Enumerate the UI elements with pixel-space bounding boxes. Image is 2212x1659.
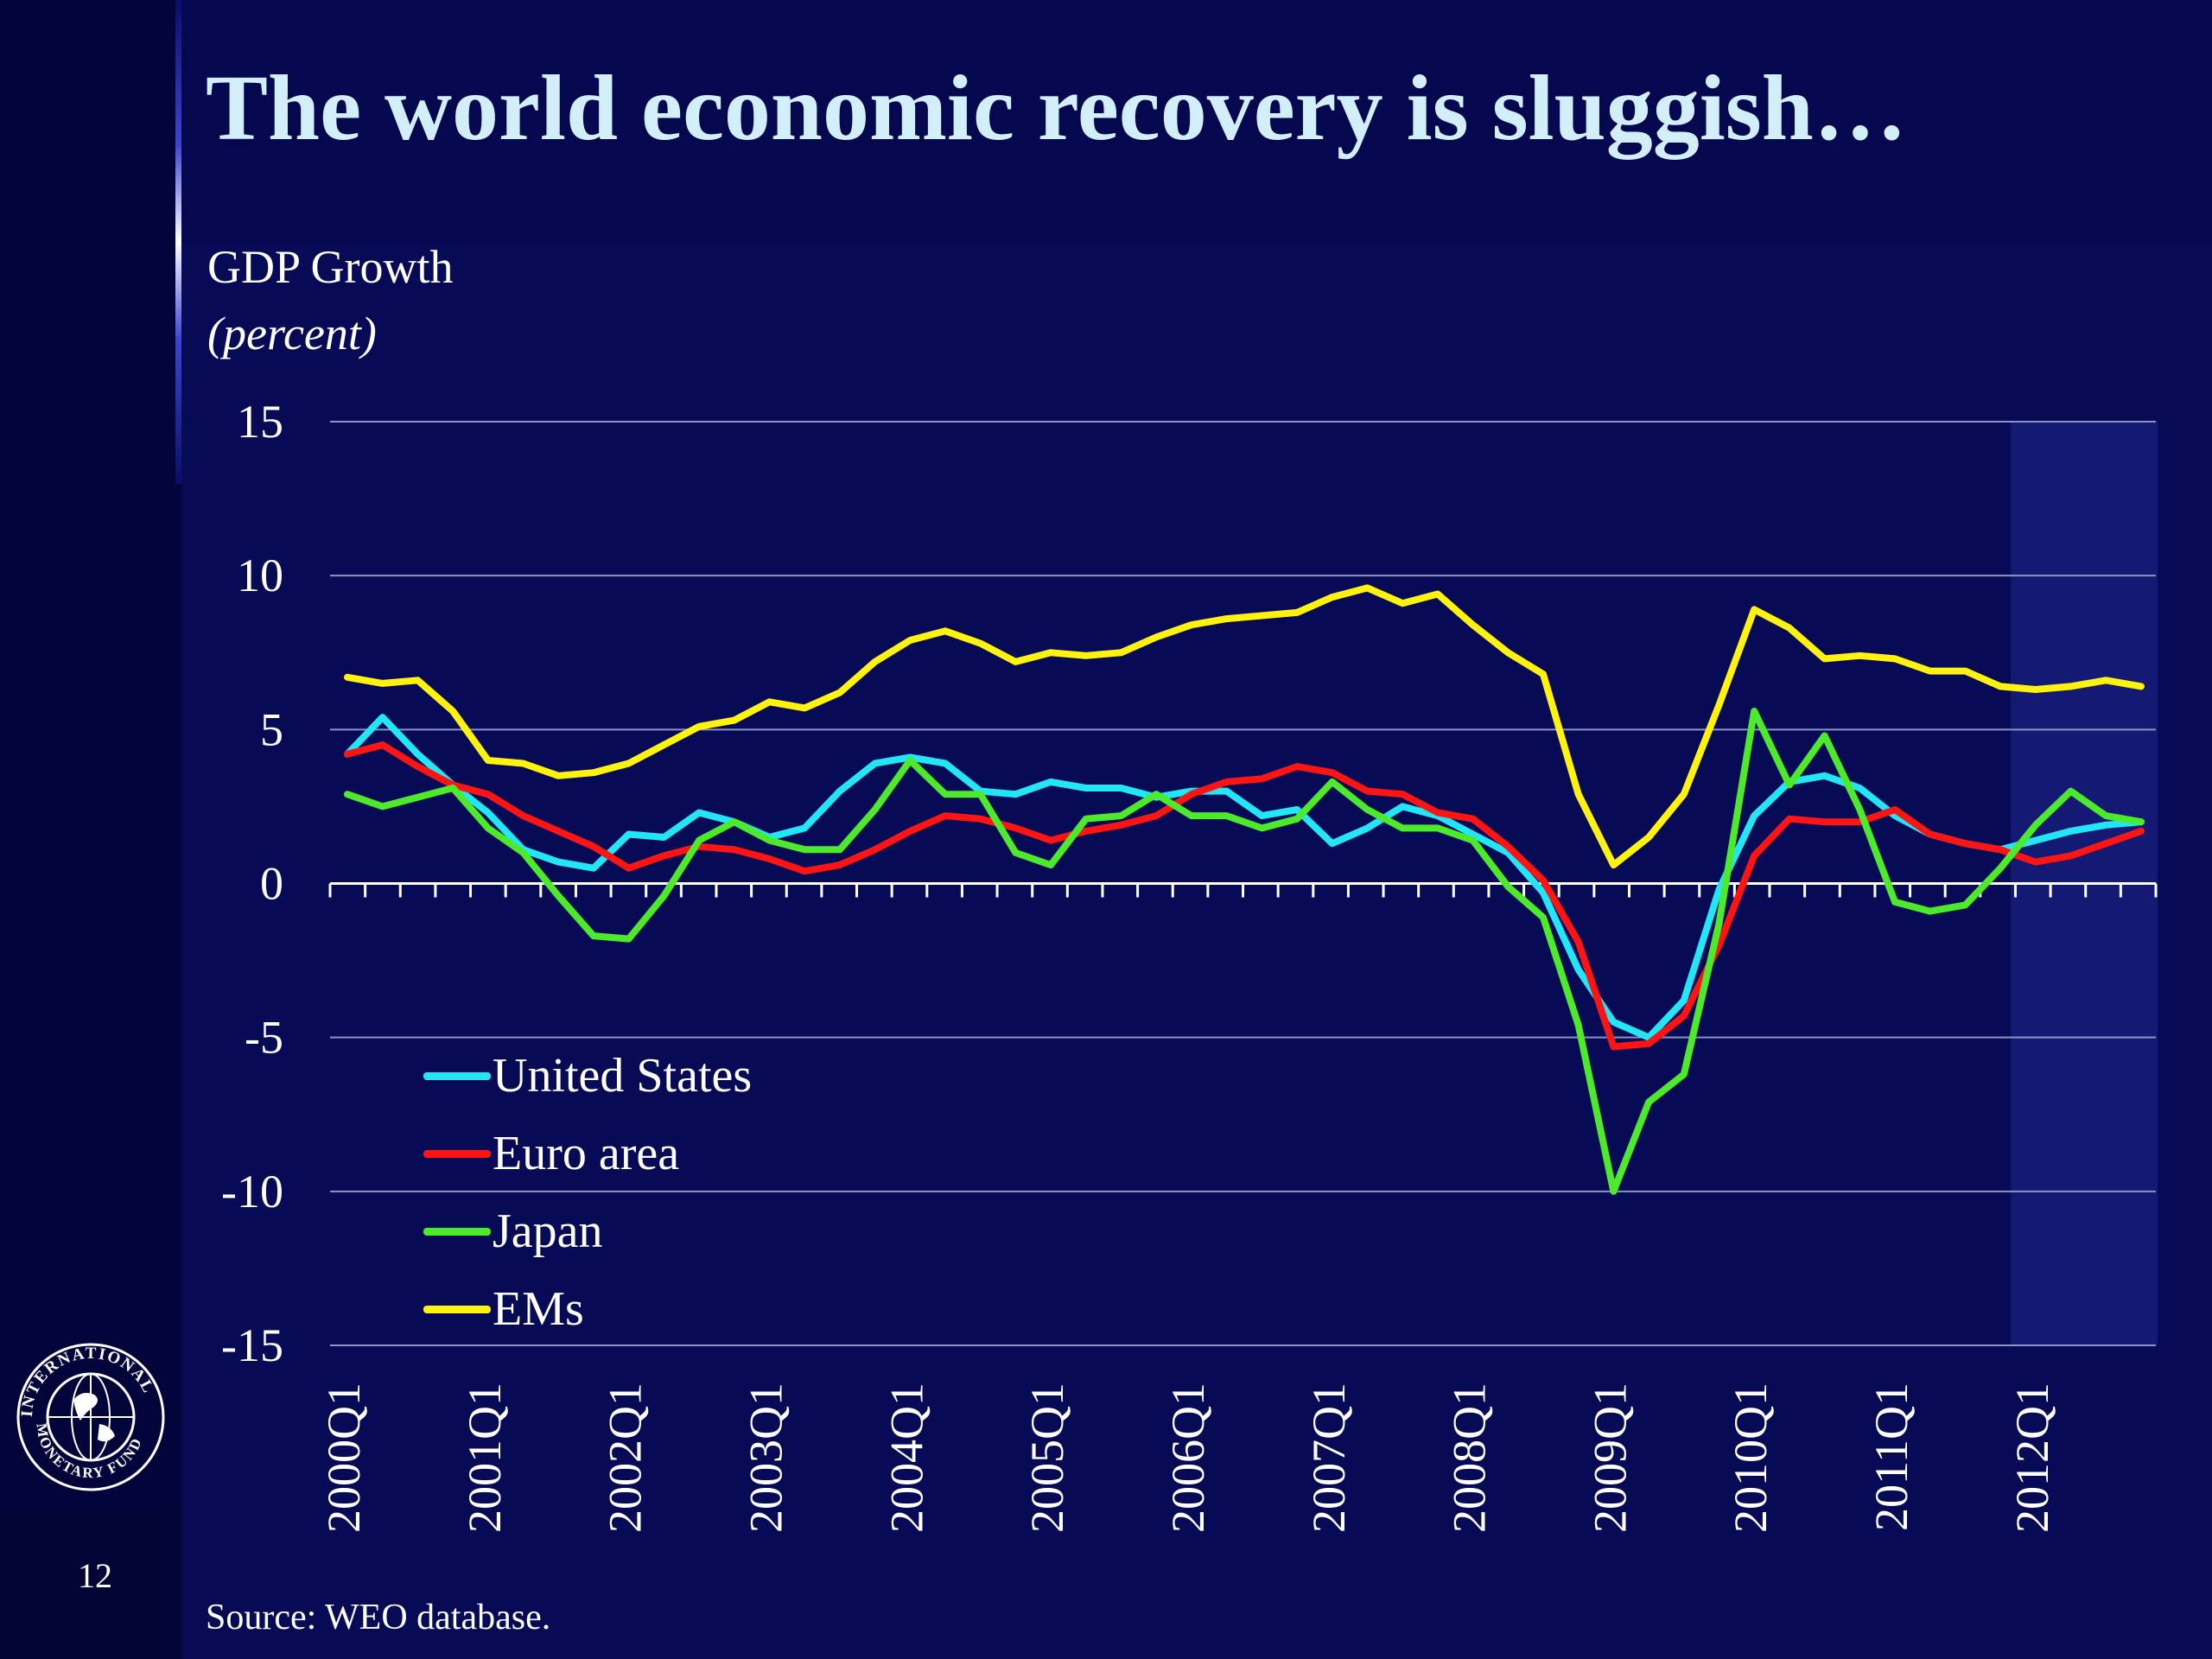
legend-swatch [423,1149,491,1158]
series-line-united-states [344,714,2145,1041]
y-tick-label: 5 [260,703,283,755]
series-line-japan [344,708,2145,1195]
source-note: Source: WEO database. [206,1598,551,1637]
x-tick-label: 2001Q1 [459,1382,511,1533]
x-tick-label: 2000Q1 [318,1382,370,1533]
page-title: The world economic recovery is sluggish… [206,57,1907,160]
y-tick-label: -10 [221,1166,283,1217]
legend-item-united-states: United States [423,1037,752,1115]
y-axis-unit: (percent) [207,308,377,359]
x-tick-label: 2003Q1 [740,1382,791,1533]
y-tick-label: 10 [237,550,283,601]
x-tick-label: 2010Q1 [1725,1382,1777,1533]
series-line-ems [344,584,2145,869]
legend-swatch [423,1071,491,1080]
x-tick-label: 2004Q1 [880,1382,932,1533]
imf-logo-icon: INTERNATIONAL MONETARY FUND [16,1343,165,1491]
legend-item-euro-area: Euro area [423,1115,752,1192]
x-tick-label: 2011Q1 [1866,1382,1917,1531]
x-tick-label: 2006Q1 [1162,1382,1214,1533]
legend-swatch [423,1305,491,1313]
y-tick-label: 0 [260,858,283,910]
x-tick-label: 2012Q1 [2006,1382,2058,1533]
series-line-euro-area [344,741,2145,1051]
legend-label: Japan [493,1205,603,1258]
x-tick-label: 2008Q1 [1444,1382,1496,1533]
y-axis-label: GDP Growth [207,241,454,293]
y-tick-label: -5 [245,1012,283,1064]
legend-item-japan: Japan [423,1192,752,1270]
x-tick-label: 2005Q1 [1021,1382,1073,1533]
legend-swatch [423,1227,491,1236]
chart-panel [181,242,2212,1659]
legend-label: United States [493,1049,753,1103]
y-tick-label: 15 [237,396,283,448]
y-tick-label: -15 [221,1319,283,1371]
slide-number: 12 [78,1556,112,1595]
chart-legend: United States Euro area Japan EMs [423,1037,752,1348]
legend-item-ems: EMs [423,1270,752,1348]
legend-label: EMs [493,1282,584,1336]
sidebar-accent-bar [175,0,181,484]
x-tick-label: 2009Q1 [1584,1382,1636,1533]
legend-label: Euro area [493,1127,680,1180]
x-tick-label: 2002Q1 [600,1382,652,1533]
x-tick-label: 2007Q1 [1303,1382,1355,1533]
slide-number-box [0,1510,169,1659]
